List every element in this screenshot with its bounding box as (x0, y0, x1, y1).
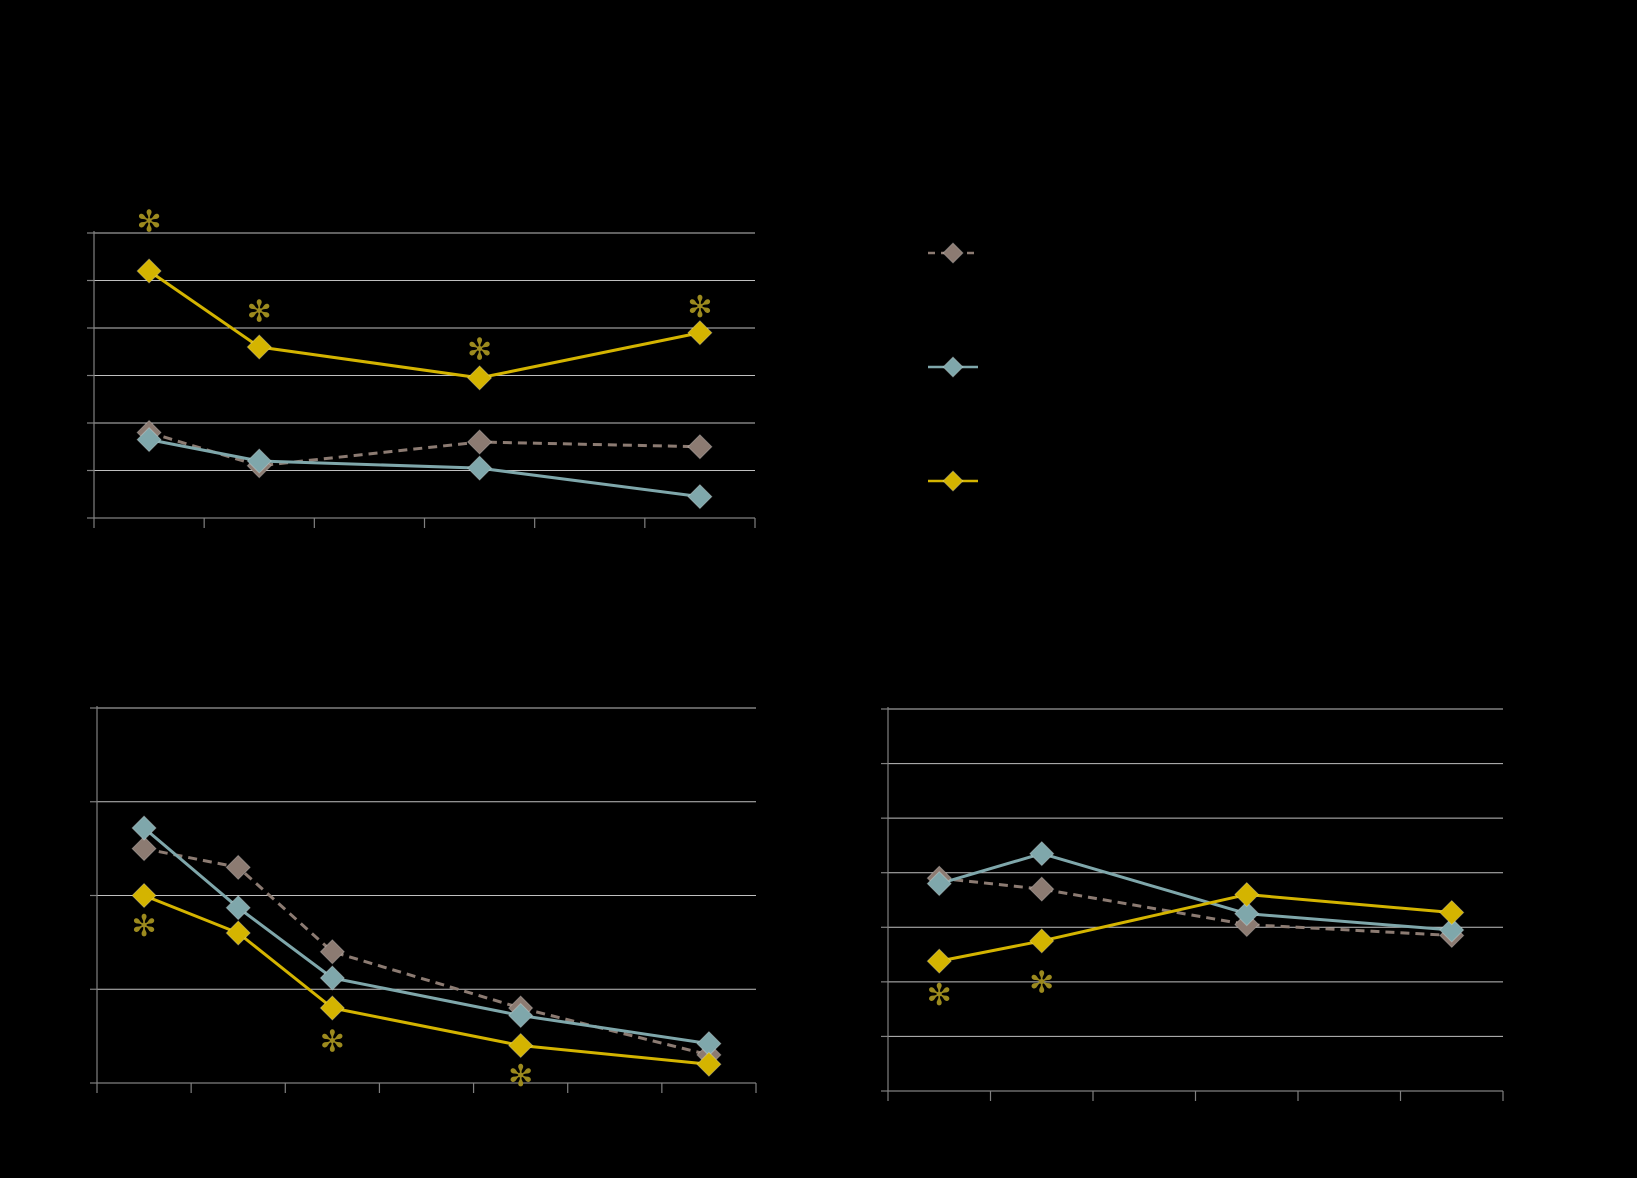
legend-marker-1 (942, 356, 964, 378)
significance-asterisk: ✻ (927, 979, 952, 1012)
series-1-point (1029, 840, 1055, 867)
series-2-line (938, 893, 1452, 963)
series-1-point (466, 455, 493, 481)
series-1-point (926, 870, 952, 897)
series-1-point (1234, 900, 1260, 927)
chart-top-left: ✻ ✻ ✻ ✻ (87, 205, 756, 528)
series-1-point (687, 483, 713, 510)
series-0-point (1029, 876, 1055, 902)
series-0-point (225, 854, 251, 881)
series-2-point (507, 1032, 534, 1059)
series-2-point (926, 948, 952, 974)
series-1-line (938, 852, 1452, 932)
series-1-point (1439, 917, 1465, 943)
series-1-point (136, 426, 162, 453)
legend-marker-2 (942, 470, 964, 492)
significance-asterisk: ✻ (508, 1060, 533, 1093)
significance-asterisk: ✻ (137, 205, 162, 238)
series-2-point (246, 334, 272, 360)
legend-marker-0 (942, 242, 964, 264)
series-1-point (319, 965, 346, 991)
legend (928, 242, 978, 492)
series-0-point (319, 939, 346, 965)
significance-asterisk: ✻ (1029, 967, 1054, 1000)
series-0-line (148, 431, 700, 468)
series-0-point (687, 434, 713, 460)
series-2-point (136, 258, 162, 284)
significance-asterisk: ✻ (247, 296, 272, 329)
series-2-point (1234, 881, 1260, 908)
series-2-point (466, 365, 493, 391)
significance-asterisk: ✻ (687, 291, 712, 324)
series-1-point (225, 894, 251, 921)
significance-asterisk: ✻ (467, 334, 492, 367)
series-2-point (687, 320, 713, 346)
series-0-point (466, 429, 493, 455)
significance-asterisk: ✻ (132, 910, 157, 943)
series-1-point (507, 1002, 534, 1029)
significance-asterisk: ✻ (320, 1026, 345, 1059)
series-1-line (148, 438, 701, 499)
series-2-line (148, 269, 701, 380)
series-2-point (1439, 899, 1465, 926)
series-2-point (319, 995, 346, 1021)
series-2-point (225, 920, 251, 946)
series-1-point (246, 448, 272, 474)
series-1-point (131, 815, 157, 841)
series-0-point (131, 835, 157, 862)
series-2-point (1029, 928, 1055, 954)
series-2-point (131, 882, 157, 909)
chart-bottom-right: ✻ ✻ (881, 707, 1504, 1101)
series-2-point (696, 1051, 722, 1077)
chart-bottom-left: ✻ ✻ ✻ (90, 706, 757, 1093)
series-0-line (939, 876, 1452, 937)
